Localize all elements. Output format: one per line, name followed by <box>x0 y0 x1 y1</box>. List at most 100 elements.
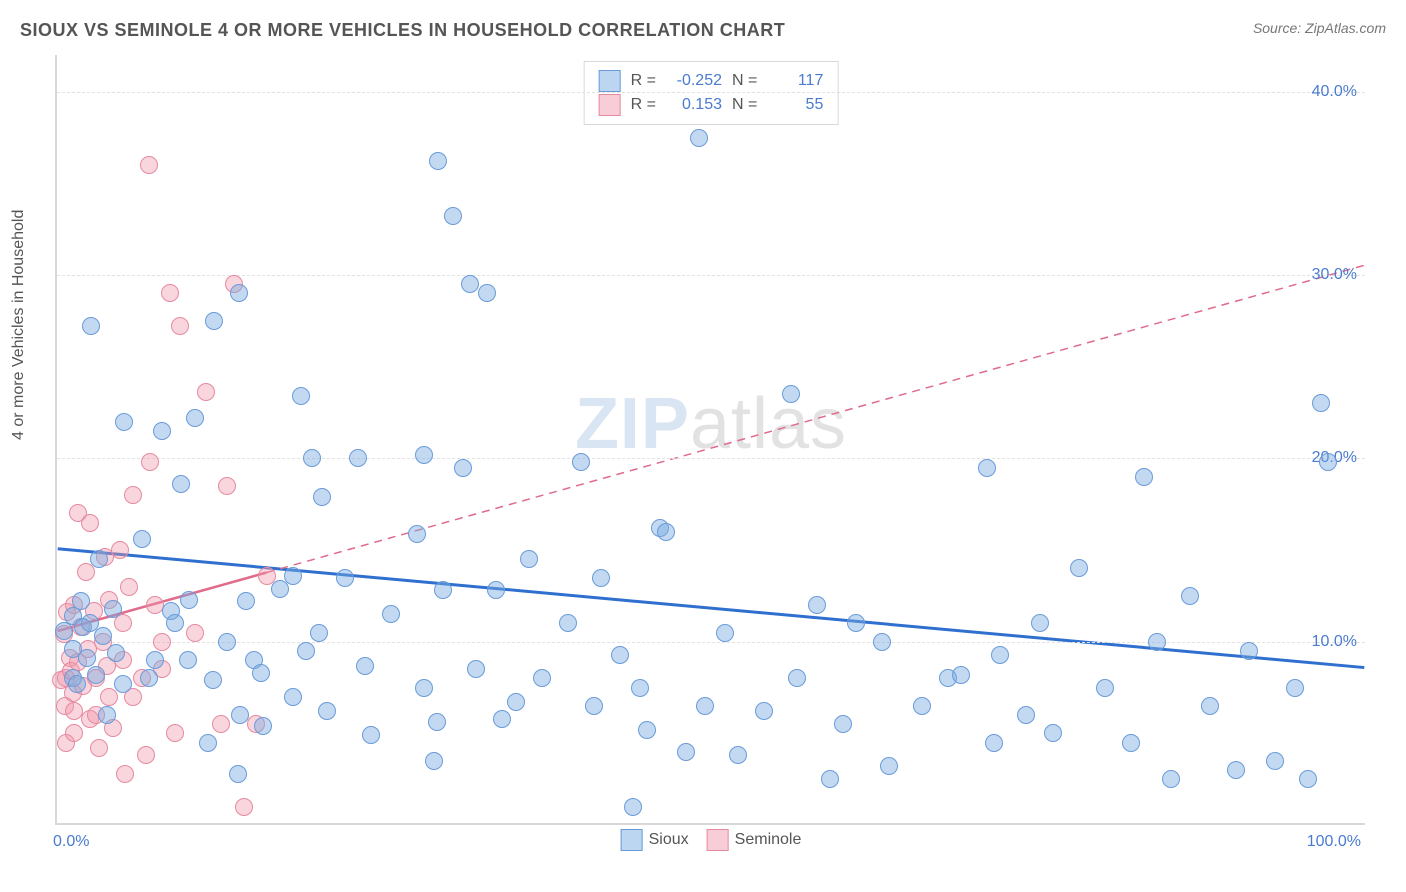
legend-item-sioux: Sioux <box>621 829 689 851</box>
data-point <box>120 578 138 596</box>
data-point <box>520 550 538 568</box>
data-point <box>847 614 865 632</box>
data-point <box>461 275 479 293</box>
data-point <box>478 284 496 302</box>
data-point <box>313 488 331 506</box>
data-point <box>161 284 179 302</box>
r-value-seminole: 0.153 <box>666 96 722 114</box>
legend-item-seminole: Seminole <box>707 829 802 851</box>
data-point <box>180 591 198 609</box>
chart-title: SIOUX VS SEMINOLE 4 OR MORE VEHICLES IN … <box>20 20 785 41</box>
data-point <box>1240 642 1258 660</box>
data-point <box>454 459 472 477</box>
data-point <box>755 702 773 720</box>
n-value-seminole: 55 <box>767 96 823 114</box>
plot-area: ZIPatlas R = -0.252 N = 117 R = 0.153 N … <box>55 55 1365 825</box>
data-point <box>429 152 447 170</box>
data-point <box>212 715 230 733</box>
data-point <box>254 717 272 735</box>
data-point <box>572 453 590 471</box>
data-point <box>218 477 236 495</box>
data-point <box>788 669 806 687</box>
data-point <box>90 550 108 568</box>
data-point <box>1312 394 1330 412</box>
data-point <box>140 669 158 687</box>
data-point <box>611 646 629 664</box>
data-point <box>284 567 302 585</box>
data-point <box>98 706 116 724</box>
data-point <box>90 739 108 757</box>
data-point <box>116 765 134 783</box>
gridline <box>57 642 1365 643</box>
data-point <box>631 679 649 697</box>
data-point <box>204 671 222 689</box>
y-tick-label: 10.0% <box>1312 633 1357 651</box>
data-point <box>559 614 577 632</box>
data-point <box>493 710 511 728</box>
data-point <box>78 649 96 667</box>
data-point <box>585 697 603 715</box>
data-point <box>1181 587 1199 605</box>
data-point <box>171 317 189 335</box>
data-point <box>197 383 215 401</box>
data-point <box>1031 614 1049 632</box>
data-point <box>229 765 247 783</box>
x-tick-label: 0.0% <box>53 833 89 851</box>
swatch-seminole <box>599 94 621 116</box>
data-point <box>94 627 112 645</box>
data-point <box>991 646 1009 664</box>
gridline <box>57 458 1365 459</box>
data-point <box>1201 697 1219 715</box>
data-point <box>297 642 315 660</box>
data-point <box>1044 724 1062 742</box>
data-point <box>1319 453 1337 471</box>
data-point <box>913 697 931 715</box>
gridline <box>57 92 1365 93</box>
data-point <box>952 666 970 684</box>
data-point <box>172 475 190 493</box>
data-point <box>444 207 462 225</box>
data-point <box>1227 761 1245 779</box>
data-point <box>199 734 217 752</box>
data-point <box>111 541 129 559</box>
data-point <box>487 581 505 599</box>
data-point <box>87 666 105 684</box>
data-point <box>1017 706 1035 724</box>
data-point <box>166 614 184 632</box>
data-point <box>1299 770 1317 788</box>
data-point <box>153 422 171 440</box>
data-point <box>284 688 302 706</box>
source-label: Source: ZipAtlas.com <box>1253 20 1386 36</box>
y-axis-label: 4 or more Vehicles in Household <box>10 210 28 440</box>
chart-container: SIOUX VS SEMINOLE 4 OR MORE VEHICLES IN … <box>0 0 1406 892</box>
data-point <box>716 624 734 642</box>
data-point <box>231 706 249 724</box>
swatch-sioux <box>599 70 621 92</box>
data-point <box>235 798 253 816</box>
data-point <box>310 624 328 642</box>
data-point <box>624 798 642 816</box>
x-tick-label: 100.0% <box>1307 833 1361 851</box>
data-point <box>141 453 159 471</box>
y-tick-label: 40.0% <box>1312 83 1357 101</box>
data-point <box>677 743 695 761</box>
legend-stats: R = -0.252 N = 117 R = 0.153 N = 55 <box>584 61 839 125</box>
data-point <box>1148 633 1166 651</box>
data-point <box>303 449 321 467</box>
swatch-seminole-icon <box>707 829 729 851</box>
r-value-sioux: -0.252 <box>666 72 722 90</box>
data-point <box>318 702 336 720</box>
data-point <box>186 624 204 642</box>
data-point <box>592 569 610 587</box>
data-point <box>179 651 197 669</box>
data-point <box>834 715 852 733</box>
data-point <box>252 664 270 682</box>
watermark: ZIPatlas <box>575 383 847 465</box>
data-point <box>1122 734 1140 752</box>
data-point <box>146 651 164 669</box>
data-point <box>133 530 151 548</box>
data-point <box>657 523 675 541</box>
data-point <box>415 446 433 464</box>
data-point <box>205 312 223 330</box>
data-point <box>729 746 747 764</box>
